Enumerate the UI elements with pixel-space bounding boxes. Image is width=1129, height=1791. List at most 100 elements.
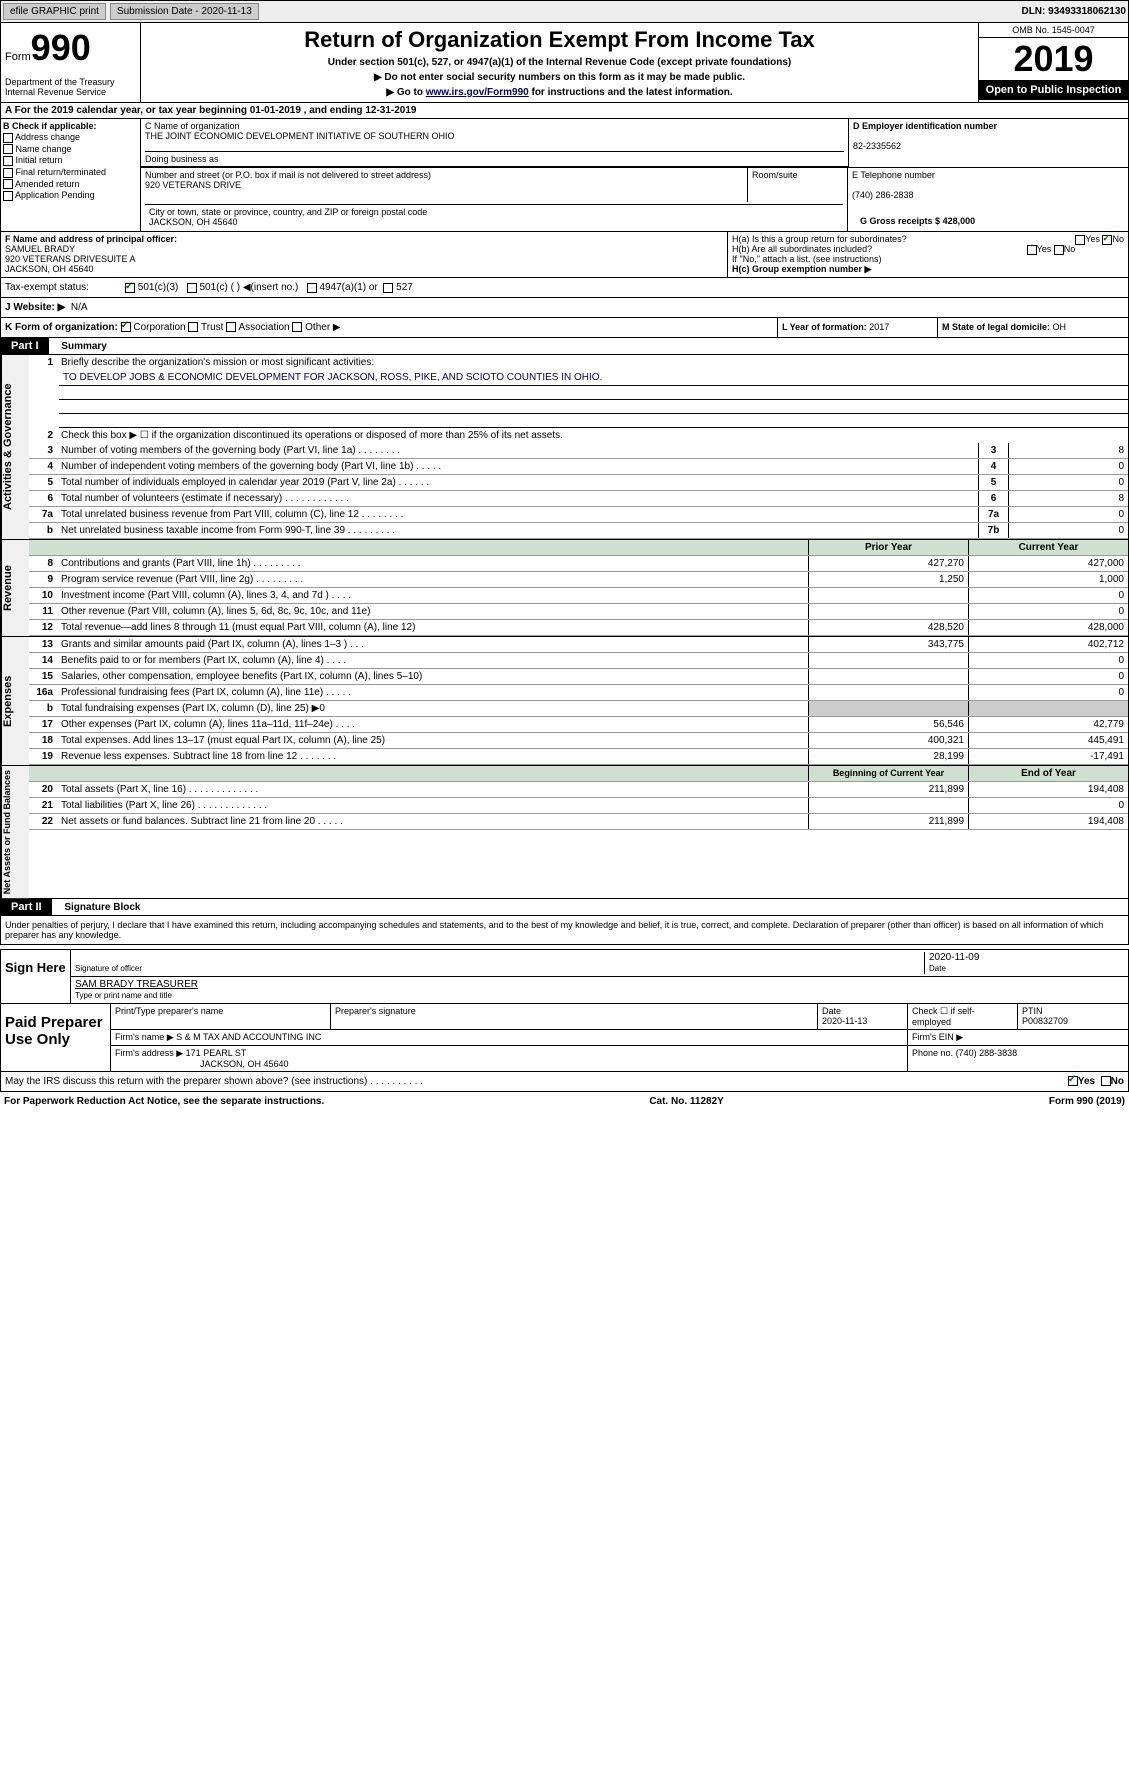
boy-header-row: Beginning of Current Year End of Year [29, 766, 1128, 782]
gross-label: G Gross receipts $ [860, 216, 940, 226]
room-label: Room/suite [752, 170, 843, 180]
end-year-hdr: End of Year [968, 766, 1128, 781]
officer-cell: F Name and address of principal officer:… [1, 232, 728, 277]
year-cell: OMB No. 1545-0047 2019 Open to Public In… [978, 23, 1128, 102]
hb-note: If "No," attach a list. (see instruction… [732, 254, 1124, 264]
chk-527[interactable] [383, 283, 393, 293]
sign-here-block: Sign Here Signature of officer 2020-11-0… [0, 949, 1129, 1004]
rev-line-8: 8Contributions and grants (Part VIII, li… [29, 556, 1128, 572]
open-inspection: Open to Public Inspection [979, 80, 1128, 100]
governance-body: 1Briefly describe the organization's mis… [29, 355, 1128, 539]
top-toolbar: efile GRAPHIC print Submission Date - 20… [0, 0, 1129, 23]
year-header-row: Prior Year Current Year [29, 540, 1128, 556]
rev-line-12: 12Total revenue—add lines 8 through 11 (… [29, 620, 1128, 636]
city-gross-row: City or town, state or province, country… [141, 202, 1128, 231]
org-name: THE JOINT ECONOMIC DEVELOPMENT INITIATIV… [145, 131, 844, 141]
col-cd: C Name of organization THE JOINT ECONOMI… [141, 119, 1128, 231]
addr-label: Number and street (or P.O. box if mail i… [145, 170, 743, 180]
b-header: B Check if applicable: [3, 121, 97, 131]
sig-name: SAM BRADY TREASURER [75, 979, 198, 990]
prep-ptin-cell: PTINP00832709 [1018, 1004, 1128, 1029]
k-label: K Form of organization: [5, 322, 118, 333]
addr-cell: Number and street (or P.O. box if mail i… [141, 168, 748, 202]
exp-line-15: 15Salaries, other compensation, employee… [29, 669, 1128, 685]
summary-line-4: 4Number of independent voting members of… [29, 459, 1128, 475]
name-label: C Name of organization [145, 121, 844, 131]
city-label: City or town, state or province, country… [149, 207, 839, 217]
sig-officer-label: Signature of officer [75, 964, 142, 973]
org-name-cell: C Name of organization THE JOINT ECONOMI… [141, 119, 848, 167]
chk-corp[interactable] [121, 322, 131, 332]
part1-badge: Part I [1, 338, 49, 354]
chk-trust[interactable] [188, 322, 198, 332]
prep-date-cell: Date2020-11-13 [818, 1004, 908, 1029]
form990-link[interactable]: www.irs.gov/Form990 [426, 87, 529, 98]
sig-date: 2020-11-09 [929, 952, 979, 963]
city-cell: City or town, state or province, country… [141, 202, 848, 231]
beg-year-hdr: Beginning of Current Year [808, 766, 968, 781]
rev-line-10: 10Investment income (Part VIII, column (… [29, 588, 1128, 604]
website-value: N/A [71, 302, 88, 313]
chk-application[interactable]: Application Pending [3, 190, 138, 201]
chk-501c3[interactable] [125, 283, 135, 293]
vert-revenue: Revenue [1, 540, 29, 636]
sig-officer-field[interactable]: Signature of officer [75, 952, 924, 974]
col-b-checkboxes: B Check if applicable: Address change Na… [1, 119, 141, 231]
discuss-no[interactable] [1101, 1076, 1111, 1086]
website-row: J Website: ▶ N/A [0, 298, 1129, 318]
exp-line-14: 14Benefits paid to or for members (Part … [29, 653, 1128, 669]
chk-other[interactable] [292, 322, 302, 332]
sig-date-field: 2020-11-09 Date [924, 952, 1124, 974]
firm-phone-cell: Phone no. (740) 288-3838 [908, 1046, 1128, 1071]
ein-label: D Employer identification number [853, 121, 997, 131]
ha-row: H(a) Is this a group return for subordin… [732, 234, 1124, 244]
exp-line-17: 17Other expenses (Part IX, column (A), l… [29, 717, 1128, 733]
tax-label: Tax-exempt status: [5, 282, 125, 293]
form-footer: Form 990 (2019) [1049, 1096, 1125, 1107]
phone-label: E Telephone number [852, 170, 1124, 180]
net-line-22: 22Net assets or fund balances. Subtract … [29, 814, 1128, 830]
dept-treasury: Department of the Treasury Internal Reve… [5, 77, 136, 97]
expenses-section: Expenses 13Grants and similar amounts pa… [0, 637, 1129, 766]
chk-4947[interactable] [307, 283, 317, 293]
prior-year-hdr: Prior Year [808, 540, 968, 555]
section-fh: F Name and address of principal officer:… [0, 232, 1129, 278]
chk-amended[interactable]: Amended return [3, 179, 138, 190]
net-line-20: 20Total assets (Part X, line 16) . . . .… [29, 782, 1128, 798]
curr-year-hdr: Current Year [968, 540, 1128, 555]
submission-date[interactable]: Submission Date - 2020-11-13 [110, 3, 259, 20]
expenses-body: 13Grants and similar amounts paid (Part … [29, 637, 1128, 765]
summary-line-5: 5Total number of individuals employed in… [29, 475, 1128, 491]
part1-title: Summary [51, 341, 107, 352]
chk-initial[interactable]: Initial return [3, 155, 138, 166]
exp-line-18: 18Total expenses. Add lines 13–17 (must … [29, 733, 1128, 749]
officer-label: F Name and address of principal officer: [5, 234, 177, 244]
ein-cell: D Employer identification number 82-2335… [848, 119, 1128, 167]
revenue-section: Revenue Prior Year Current Year 8Contrib… [0, 540, 1129, 637]
room-cell: Room/suite [748, 168, 848, 202]
paid-prep-label: Paid Preparer Use Only [1, 1004, 111, 1071]
subtitle-3: ▶ Go to www.irs.gov/Form990 for instruct… [145, 87, 974, 98]
efile-button[interactable]: efile GRAPHIC print [3, 3, 106, 20]
perjury-text: Under penalties of perjury, I declare th… [0, 916, 1129, 945]
firm-name-cell: Firm's name ▶ S & M TAX AND ACCOUNTING I… [111, 1030, 908, 1045]
sign-fields: Signature of officer 2020-11-09 Date SAM… [71, 950, 1128, 1003]
cell-k: K Form of organization: Corporation Trus… [1, 318, 778, 337]
part2-header: Part II Signature Block [0, 899, 1129, 916]
chk-501c[interactable] [187, 283, 197, 293]
blank1 [59, 386, 1128, 400]
chk-assoc[interactable] [226, 322, 236, 332]
sign-here-label: Sign Here [1, 950, 71, 1003]
form-header: Form990 Department of the Treasury Inter… [0, 23, 1129, 103]
part2-badge: Part II [1, 899, 52, 915]
chk-final[interactable]: Final return/terminated [3, 167, 138, 178]
tax-exempt-row: Tax-exempt status: 501(c)(3) 501(c) ( ) … [0, 278, 1129, 298]
vert-governance: Activities & Governance [1, 355, 29, 539]
summary-line-3: 3Number of voting members of the governi… [29, 443, 1128, 459]
chk-name[interactable]: Name change [3, 144, 138, 155]
title-cell: Return of Organization Exempt From Incom… [141, 23, 978, 102]
phone-value: (740) 286-2838 [852, 190, 1124, 200]
chk-address[interactable]: Address change [3, 132, 138, 143]
discuss-yes[interactable] [1068, 1076, 1078, 1086]
exp-line-13: 13Grants and similar amounts paid (Part … [29, 637, 1128, 653]
